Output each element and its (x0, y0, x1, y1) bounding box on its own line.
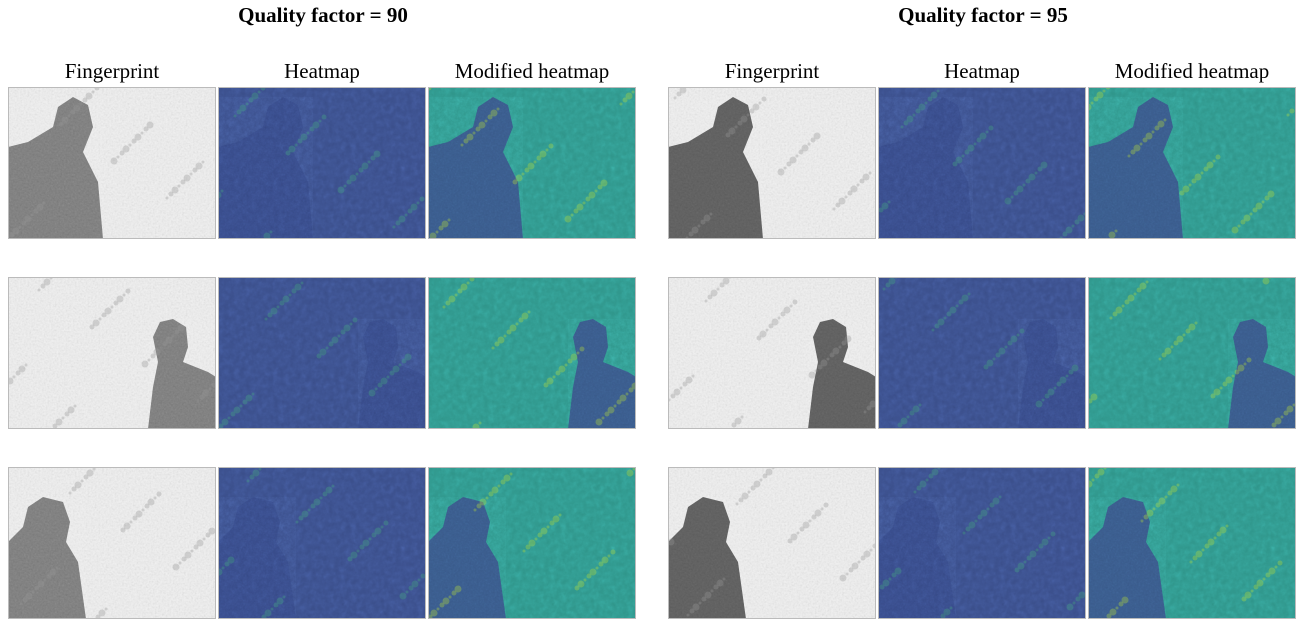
image-tile (7, 277, 217, 430)
image-tile (668, 87, 876, 240)
column-header: Modified heatmap (1115, 59, 1270, 83)
image-tile (218, 277, 427, 430)
image-tile (878, 87, 1087, 240)
page: {"panels": [ {"title": "Quality factor =… (0, 0, 1299, 619)
panel: Quality factor = 90 Fingerprint Heatmap Mod… (7, 3, 639, 619)
figure: Quality factor = 90 Fingerprint Heatmap Mod… (0, 0, 1299, 619)
column-header: Heatmap (284, 59, 360, 83)
panel-title: Quality factor = 95 (898, 3, 1068, 27)
column-header: Modified heatmap (455, 59, 610, 83)
image-tile (668, 276, 877, 430)
image-tile (1086, 467, 1297, 620)
column-header: Fingerprint (725, 59, 820, 83)
column-header: Fingerprint (65, 59, 160, 83)
image-tile (1088, 276, 1297, 430)
image-tile (1085, 85, 1297, 240)
panel-title: Quality factor = 90 (238, 3, 408, 27)
panel: Quality factor = 95 Fingerprint Heatmap Mod… (668, 3, 1297, 619)
image-tile (427, 86, 637, 240)
image-tile (215, 86, 427, 240)
image-tile (216, 467, 427, 619)
image-tile (428, 467, 637, 619)
image-tile (7, 86, 217, 240)
image-tile (878, 276, 1086, 430)
image-tile (668, 467, 878, 620)
column-header: Heatmap (944, 59, 1020, 83)
image-tile (428, 277, 639, 431)
image-tile (8, 467, 216, 619)
image-tile (877, 467, 1087, 620)
